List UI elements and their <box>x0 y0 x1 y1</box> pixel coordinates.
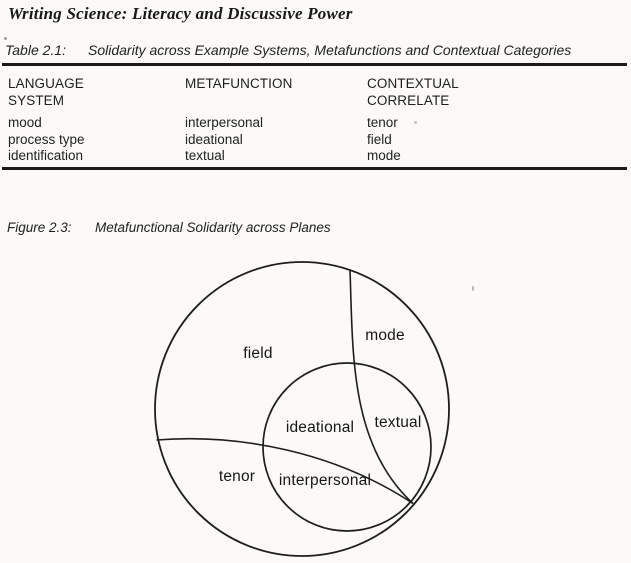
header-line: LANGUAGE <box>8 76 84 91</box>
running-head-title: Writing Science: Literacy and Discussive… <box>8 4 353 23</box>
outer-circle <box>154 261 450 557</box>
header-line: CONTEXTUAL <box>367 76 459 91</box>
table-cell: textual <box>185 148 225 163</box>
table-cell: identification <box>8 148 84 163</box>
figure-caption: Figure 2.3: Metafunctional Solidarity acr… <box>7 220 331 235</box>
scan-speck <box>4 37 7 40</box>
table-cell: process type <box>8 131 85 147</box>
table-caption: Table 2.1: Solidarity across Example Syst… <box>5 42 571 58</box>
scan-speck <box>472 286 474 291</box>
column-header-metafunction: METAFUNCTION <box>185 75 355 109</box>
table-cell: interpersonal <box>185 115 264 130</box>
table-cell: mode <box>367 148 401 163</box>
header-line: METAFUNCTION <box>185 76 293 91</box>
table-caption-label: Table 2.1: <box>5 42 66 58</box>
header-line: CORRELATE <box>367 93 450 108</box>
column-header-language-system: LANGUAGE SYSTEM <box>8 75 178 109</box>
table-column-metafunction: METAFUNCTION interpersonal ideational te… <box>185 75 355 165</box>
region-label-field: field <box>243 345 272 362</box>
region-label-textual: textual <box>374 414 421 431</box>
table-cell: tenor <box>367 115 398 130</box>
figure-caption-label: Figure 2.3: <box>7 220 72 235</box>
region-label-interpersonal: interpersonal <box>279 472 371 489</box>
table-top-rule <box>2 63 627 66</box>
region-label-ideational: ideational <box>286 419 354 436</box>
tenor-divider-curve <box>156 437 414 505</box>
column-cells: interpersonal ideational textual <box>185 115 355 165</box>
column-cells: tenor field mode <box>367 115 537 165</box>
region-label-mode: mode <box>365 327 405 344</box>
column-header-contextual-correlate: CONTEXTUAL CORRELATE <box>367 75 537 109</box>
region-label-tenor: tenor <box>219 468 255 485</box>
table-column-contextual-correlate: CONTEXTUAL CORRELATE tenor field mode <box>367 75 537 165</box>
table-cell: ideational <box>185 131 243 147</box>
inner-circle <box>262 362 432 532</box>
column-cells: mood process type identification <box>8 115 178 165</box>
mode-divider-curve <box>349 269 414 505</box>
table-caption-text: Solidarity across Example Systems, Metaf… <box>88 42 572 58</box>
table-column-language-system: LANGUAGE SYSTEM mood process type identi… <box>8 75 178 165</box>
table-cell: field <box>367 131 392 147</box>
table-cell: mood <box>8 115 42 130</box>
scan-speck <box>414 121 417 124</box>
figure-caption-text: Metafunctional Solidarity across Planes <box>95 220 331 235</box>
table-bottom-rule <box>2 167 627 170</box>
header-line: SYSTEM <box>8 93 65 108</box>
